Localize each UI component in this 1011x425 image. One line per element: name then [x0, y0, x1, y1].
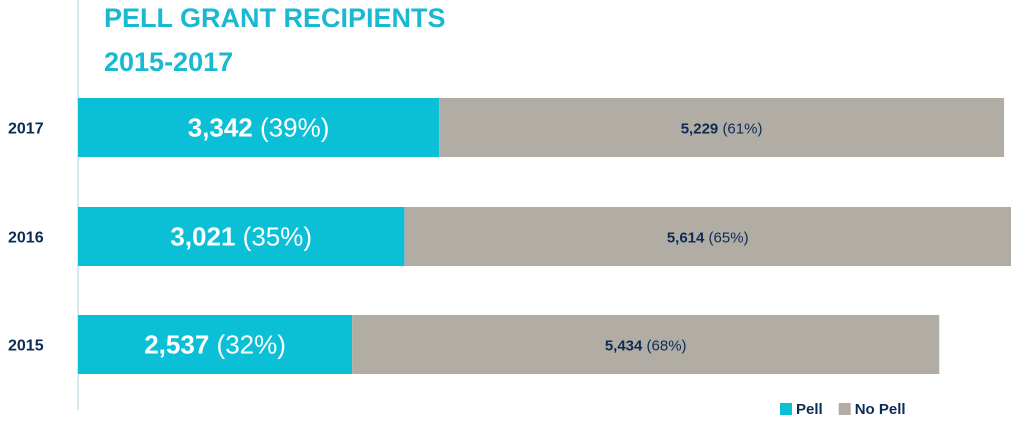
data-label: 5,614 (65%) — [667, 229, 749, 246]
y-tick-label: 2016 — [8, 230, 44, 247]
bar-segment — [404, 207, 1011, 266]
data-label-percent: (39%) — [260, 112, 329, 142]
y-tick-label: 2015 — [8, 338, 44, 355]
bar-segment — [78, 98, 440, 157]
data-label: 3,021 (35%) — [170, 221, 312, 251]
data-label-percent: (61%) — [722, 120, 762, 137]
bar-segment — [78, 315, 353, 374]
data-label-value: 2,537 — [144, 329, 209, 359]
data-label-value: 5,229 — [681, 120, 719, 137]
bar-segment — [352, 315, 940, 374]
bar-segment — [78, 207, 405, 266]
legend-swatch — [838, 403, 851, 415]
data-label-percent: (65%) — [709, 229, 749, 246]
data-label-value: 5,434 — [605, 337, 643, 354]
chart-title: PELL GRANT RECIPIENTS — [104, 3, 446, 33]
data-label: 5,229 (61%) — [681, 120, 763, 137]
bar-segment — [439, 98, 1005, 157]
data-label-percent: (32%) — [217, 329, 286, 359]
legend-label: No Pell — [855, 401, 906, 418]
data-label: 3,342 (39%) — [188, 112, 330, 142]
data-label-value: 3,342 — [188, 112, 253, 142]
data-label-value: 3,021 — [170, 221, 235, 251]
legend-swatch — [780, 403, 792, 415]
data-label-percent: (35%) — [243, 221, 312, 251]
legend-label: Pell — [796, 401, 823, 418]
data-label: 2,537 (32%) — [144, 329, 286, 359]
data-label-value: 5,614 — [667, 229, 705, 246]
y-tick-label: 2017 — [8, 121, 44, 138]
chart-subtitle: 2015-2017 — [104, 47, 233, 77]
data-label: 5,434 (68%) — [605, 337, 687, 354]
data-label-percent: (68%) — [647, 337, 687, 354]
